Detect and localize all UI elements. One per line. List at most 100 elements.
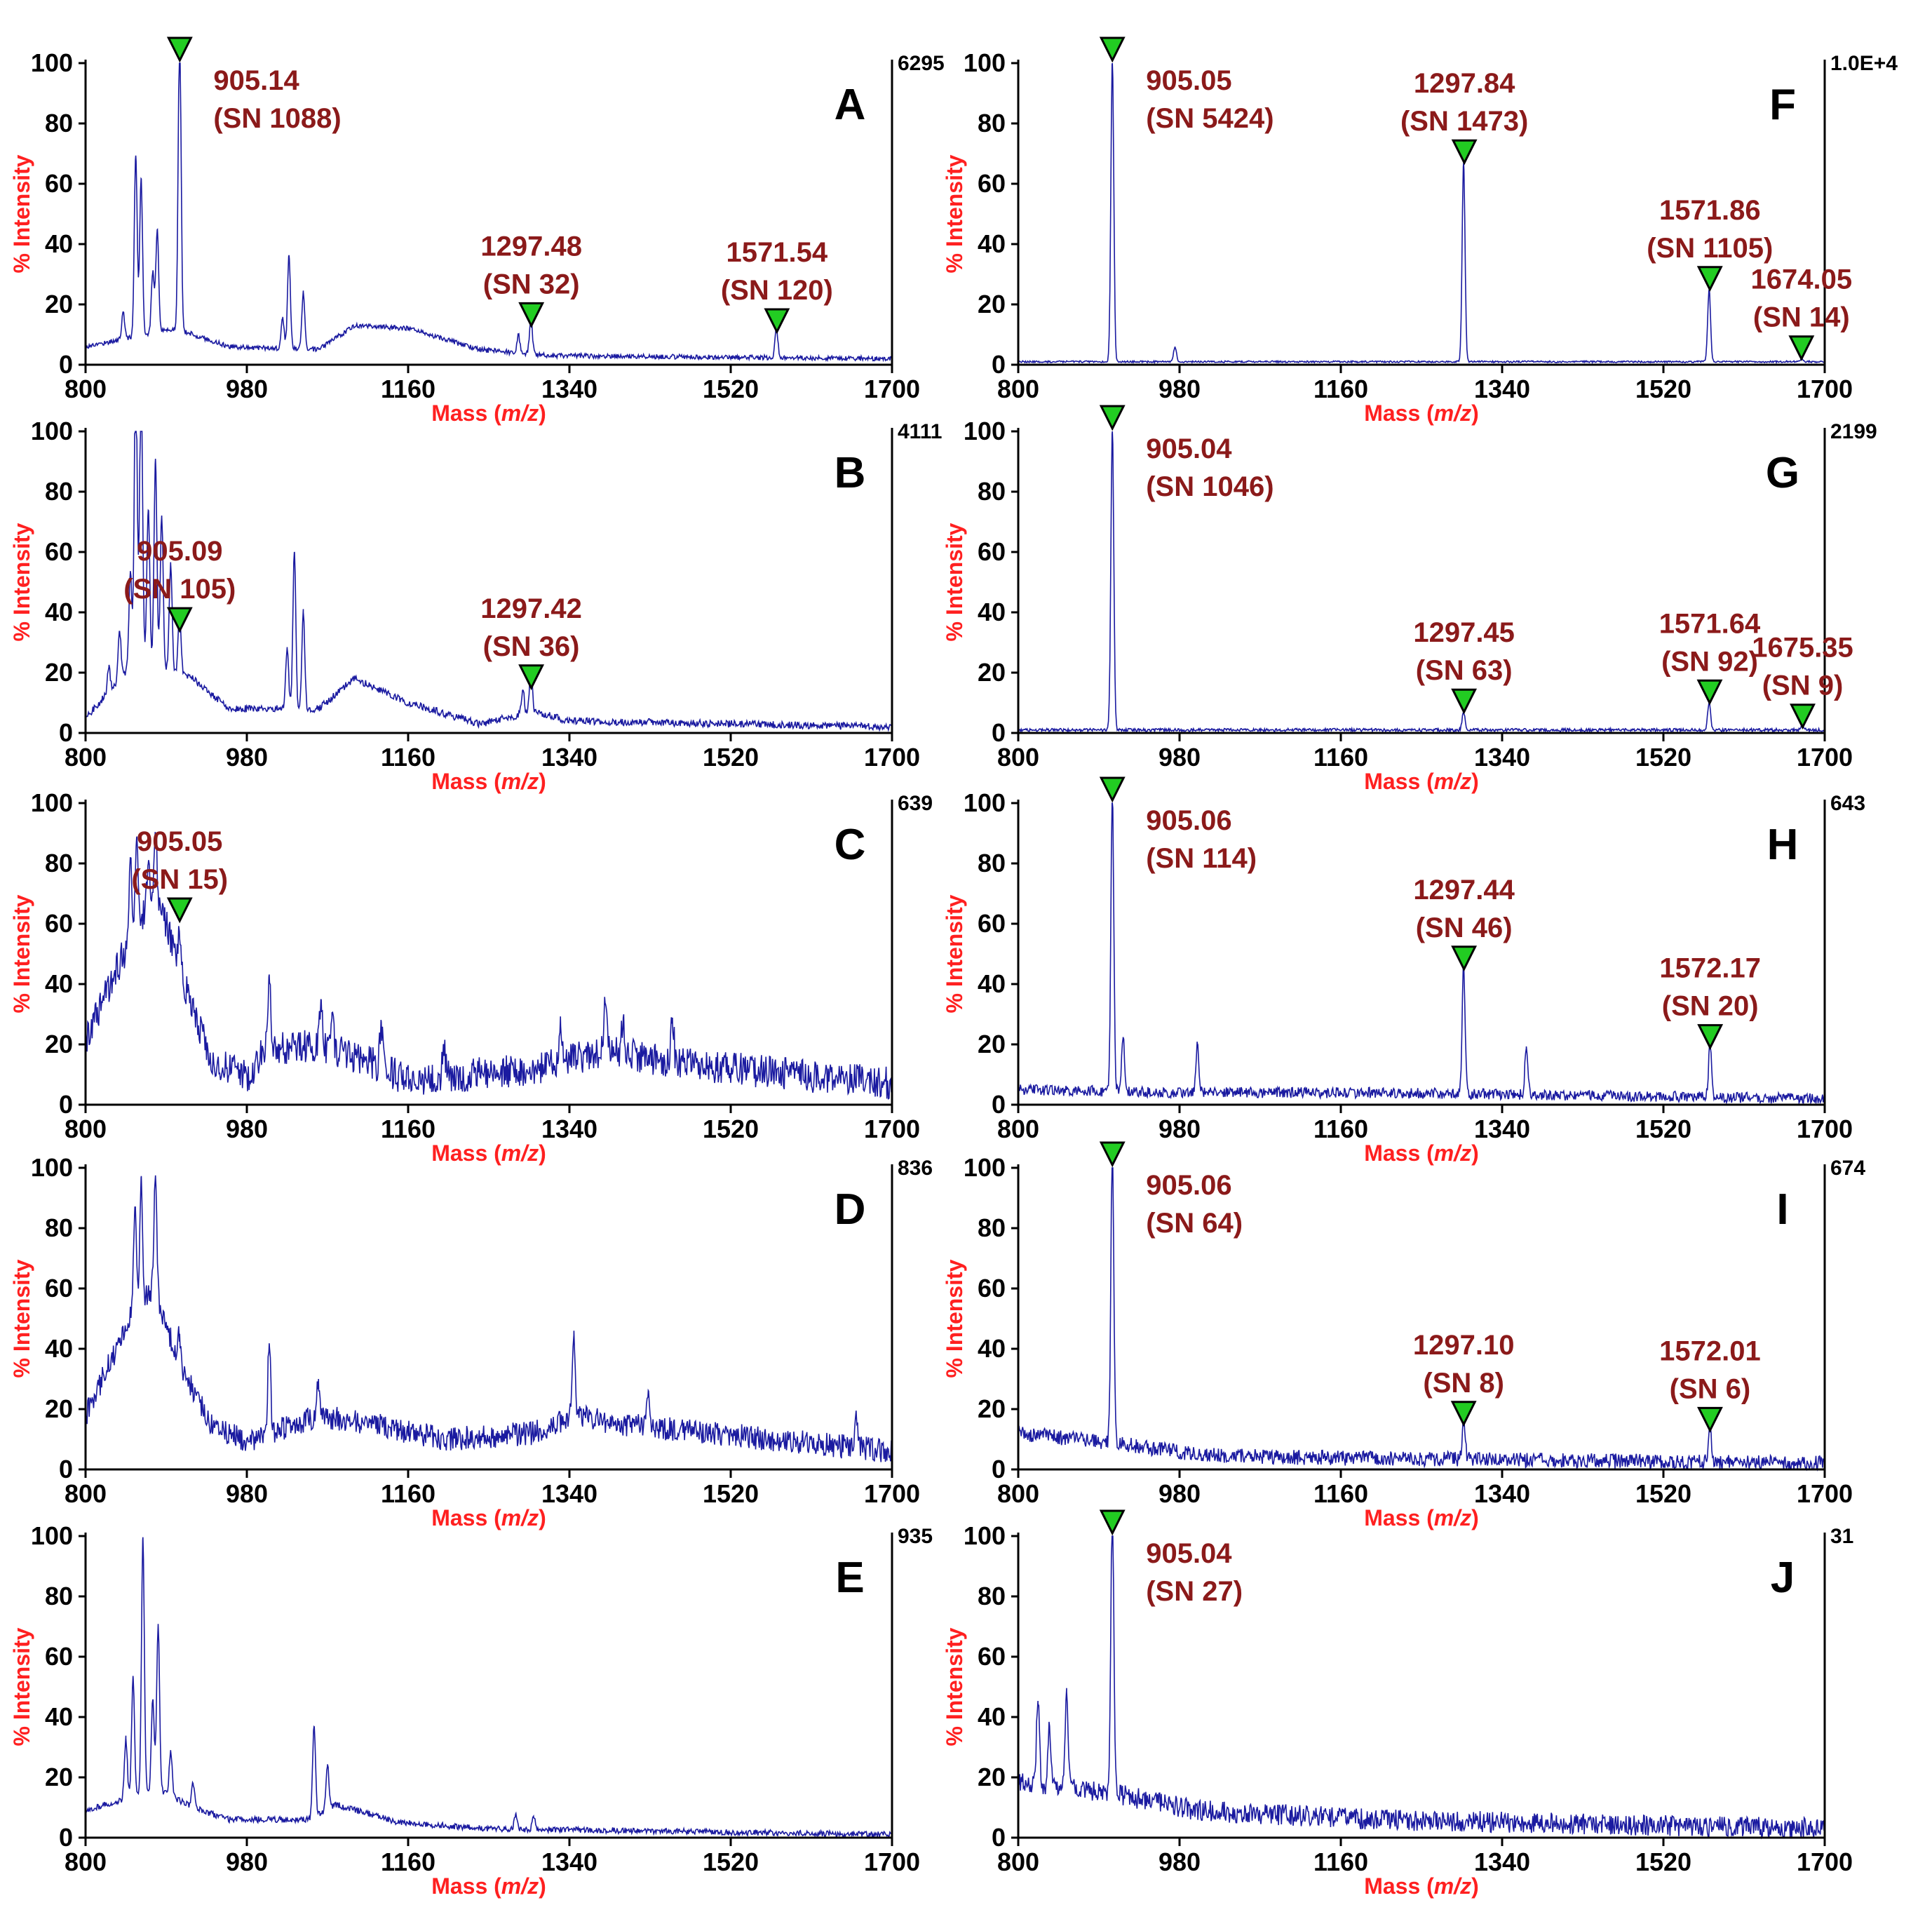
y-tick-label: 100 — [31, 48, 73, 77]
peak-mz-label: 905.06 — [1146, 805, 1231, 836]
peak-mz-label: 1297.42 — [480, 593, 582, 624]
x-tick-label: 1700 — [864, 375, 920, 403]
y-tick-label: 20 — [45, 1394, 73, 1423]
y-tick-label: 100 — [31, 1153, 73, 1182]
x-tick-label: 1520 — [703, 743, 759, 772]
x-axis-label: Mass (m/z) — [1364, 1505, 1479, 1530]
spectrum-panel-j: 800 980 1160 1340 1520 1700 0 20 40 60 80 100 Mass (… — [942, 1509, 1853, 1899]
y-axis-label: % Intensity — [9, 1627, 34, 1746]
x-tick-label: 1160 — [381, 375, 435, 403]
peak-sn-label: (SN 5424) — [1146, 103, 1274, 134]
peak-mz-label: 905.04 — [1146, 1538, 1232, 1569]
panel-letter: I — [1776, 1185, 1788, 1234]
x-tick-label: 1160 — [381, 743, 435, 772]
peak-mz-label: 905.06 — [1146, 1170, 1231, 1201]
spectrum-trace — [1018, 62, 1825, 365]
x-tick-label: 800 — [65, 1847, 107, 1876]
x-tick-label: 800 — [997, 1847, 1039, 1876]
peak-mz-label: 905.09 — [137, 536, 222, 567]
peak-mz-label: 1571.64 — [1659, 608, 1761, 639]
x-tick-label: 1700 — [864, 1847, 920, 1876]
panel-letter: C — [835, 821, 866, 869]
x-tick-label: 1700 — [1797, 1115, 1853, 1143]
y-tick-label: 80 — [45, 109, 73, 137]
x-tick-label: 980 — [226, 743, 268, 772]
spectrum-panel-h: 800 980 1160 1340 1520 1700 0 20 40 60 80 100 Mass (… — [942, 776, 1865, 1166]
x-tick-label: 800 — [65, 1479, 107, 1508]
y-tick-label: 80 — [45, 849, 73, 877]
peak-sn-label: (SN 64) — [1146, 1208, 1243, 1239]
panel-letter: F — [1769, 81, 1796, 129]
peak-marker-icon — [1099, 1141, 1126, 1168]
y-tick-label: 40 — [45, 1334, 73, 1363]
y-tick-label: 20 — [45, 1763, 73, 1791]
x-axis-label: Mass (m/z) — [431, 1140, 546, 1166]
y-tick-label: 40 — [45, 229, 73, 258]
y-axis-label: % Intensity — [9, 154, 34, 273]
x-tick-label: 980 — [1158, 1115, 1201, 1143]
spectrum-panel-g: 800 980 1160 1340 1520 1700 0 20 40 60 80 100 Mass (… — [942, 405, 1877, 794]
peak-marker-icon — [1451, 139, 1478, 166]
peak-sn-label: (SN 27) — [1146, 1576, 1243, 1607]
spectrum-panel-i: 800 980 1160 1340 1520 1700 0 20 40 60 80 100 Mass (… — [942, 1141, 1865, 1530]
y-tick-label: 40 — [978, 969, 1006, 998]
peak-marker-icon — [518, 302, 545, 328]
peak-marker-icon — [1697, 1024, 1724, 1050]
y-axis-label: % Intensity — [942, 894, 967, 1013]
peak-mz-label: 1297.84 — [1414, 68, 1515, 99]
y-tick-label: 20 — [978, 1030, 1006, 1058]
x-tick-label: 980 — [1158, 743, 1201, 772]
x-tick-label: 1340 — [541, 1479, 597, 1508]
x-tick-label: 1520 — [703, 1115, 759, 1143]
spectrum-trace — [85, 832, 893, 1100]
x-tick-label: 1700 — [1797, 1479, 1853, 1508]
spectrum-trace — [1018, 802, 1825, 1105]
peak-sn-label: (SN 36) — [483, 631, 580, 662]
peak-mz-label: 1571.54 — [727, 237, 828, 268]
panel-letter: D — [835, 1185, 866, 1234]
peak-sn-label: (SN 14) — [1753, 302, 1850, 333]
x-tick-label: 800 — [997, 1479, 1039, 1508]
y-tick-label: 80 — [45, 1582, 73, 1610]
y-tick-label: 100 — [964, 1521, 1006, 1550]
peak-sn-label: (SN 32) — [483, 269, 580, 299]
spectrum-panel-a: 800 980 1160 1340 1520 1700 0 20 40 60 80 100 Mass (… — [9, 36, 945, 426]
max-intensity-label: 31 — [1830, 1525, 1853, 1548]
spectrum-trace — [1018, 1167, 1825, 1472]
x-tick-label: 800 — [65, 1115, 107, 1143]
x-tick-label: 1340 — [541, 1115, 597, 1143]
max-intensity-label: 2199 — [1830, 420, 1877, 443]
peak-sn-label: (SN 1088) — [213, 103, 341, 134]
panel-letter: A — [835, 81, 866, 129]
y-tick-label: 80 — [978, 849, 1006, 877]
peak-mz-label: 1297.10 — [1413, 1330, 1515, 1361]
x-tick-label: 800 — [997, 743, 1039, 772]
spectrum-panel-d: 800 980 1160 1340 1520 1700 0 20 40 60 80 100 Mass (… — [9, 1153, 933, 1530]
x-tick-label: 1340 — [541, 1847, 597, 1876]
y-axis-label: % Intensity — [942, 1627, 967, 1746]
x-tick-label: 1340 — [1474, 375, 1530, 403]
peak-marker-icon — [1451, 688, 1478, 715]
x-tick-label: 1700 — [864, 743, 920, 772]
peak-mz-label: 1297.44 — [1413, 875, 1515, 906]
y-tick-label: 100 — [964, 48, 1006, 77]
y-tick-label: 0 — [992, 1090, 1006, 1119]
spectrum-trace — [1018, 1535, 1825, 1840]
peak-marker-icon — [1696, 266, 1723, 292]
spectrum-trace — [85, 1175, 893, 1462]
peak-sn-label: (SN 9) — [1762, 671, 1844, 701]
peak-marker-icon — [518, 664, 545, 691]
peak-marker-icon — [166, 897, 193, 924]
max-intensity-label: 643 — [1830, 792, 1865, 815]
y-tick-label: 100 — [31, 788, 73, 817]
x-tick-label: 1700 — [864, 1115, 920, 1143]
y-tick-label: 60 — [978, 1274, 1006, 1302]
x-tick-label: 1520 — [703, 375, 759, 403]
y-tick-label: 20 — [45, 290, 73, 318]
y-tick-label: 40 — [45, 598, 73, 626]
y-tick-label: 60 — [45, 909, 73, 938]
x-tick-label: 980 — [1158, 1479, 1201, 1508]
x-tick-label: 1340 — [1474, 1479, 1530, 1508]
y-tick-label: 100 — [31, 1521, 73, 1550]
